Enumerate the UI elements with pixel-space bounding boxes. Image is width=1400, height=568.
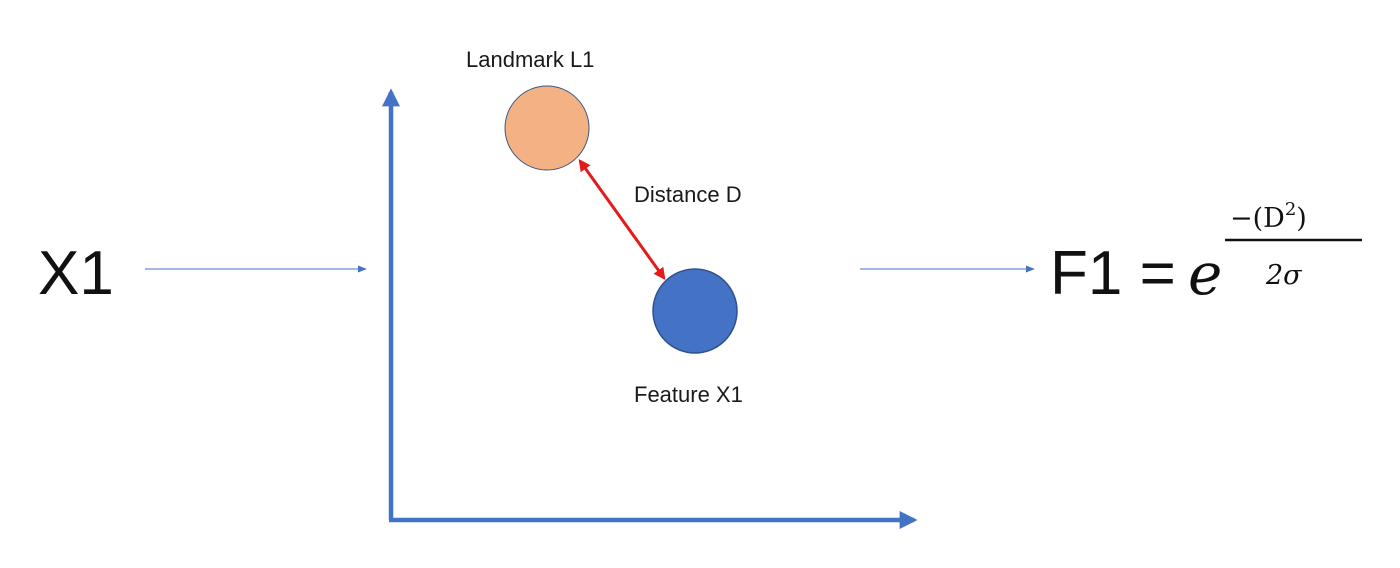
formula-numerator: −(D2) [1230,199,1307,234]
feature-circle [652,268,738,354]
feature-label: Feature X1 [634,382,743,407]
formula-exponent: 2 [1285,199,1296,220]
landmark-label: Landmark L1 [466,47,594,72]
landmark-circle [504,85,590,171]
distance-arrow [578,159,666,280]
formula-base: e [1188,240,1222,308]
formula-denominator: 2σ [1265,260,1303,291]
input-label: X1 [38,239,114,308]
formula-lhs: F1 = [1050,239,1176,308]
rbf-formula: F1 = e −(D2) 2σ [1050,199,1362,308]
distance-label: Distance D [634,182,742,207]
